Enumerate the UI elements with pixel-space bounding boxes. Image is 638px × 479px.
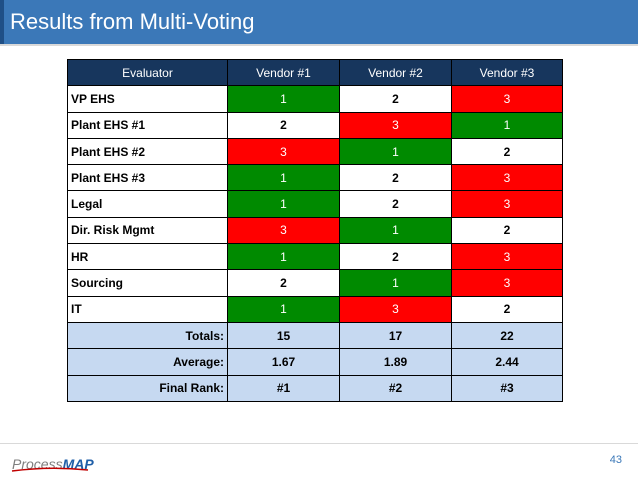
table-row: Plant EHS #1 2 3 1	[67, 111, 563, 139]
summary-vendor-2-cell: #2	[339, 374, 452, 402]
summary-label-cell: Average:	[67, 348, 228, 376]
vendor-2-score-cell: 3	[339, 111, 452, 139]
summary-vendor-2-cell: 17	[339, 321, 452, 350]
vendor-3-score-cell: 2	[451, 137, 563, 166]
evaluator-cell: VP EHS	[67, 85, 228, 113]
vendor-2-score-cell: 2	[339, 243, 452, 271]
vendor-2-score-cell: 1	[339, 269, 452, 297]
header-vendor-3: Vendor #3	[451, 58, 563, 87]
vendor-3-score-cell: 3	[451, 164, 563, 192]
summary-vendor-3-cell: #3	[451, 374, 563, 402]
vendor-2-score-cell: 1	[339, 137, 452, 166]
summary-vendor-3-cell: 22	[451, 321, 563, 350]
vendor-3-score-cell: 3	[451, 85, 563, 113]
evaluator-cell: HR	[67, 243, 228, 271]
table-row: Plant EHS #2 3 1 2	[67, 137, 563, 166]
header-vendor-1: Vendor #1	[227, 58, 340, 87]
summary-vendor-1-cell: #1	[227, 374, 340, 402]
table-row: Sourcing 2 1 3	[67, 269, 563, 297]
vendor-1-score-cell: 2	[227, 111, 340, 139]
title-bar: Results from Multi-Voting	[0, 0, 638, 44]
table-row: Dir. Risk Mgmt 3 1 2	[67, 216, 563, 245]
summary-vendor-2-cell: 1.89	[339, 348, 452, 376]
summary-label-cell: Final Rank:	[67, 374, 228, 402]
header-vendor-2: Vendor #2	[339, 58, 452, 87]
summary-row: Average: 1.67 1.89 2.44	[67, 348, 563, 376]
evaluator-cell: Plant EHS #3	[67, 164, 228, 192]
table-row: Legal 1 2 3	[67, 190, 563, 218]
logo-swoosh-icon	[11, 467, 89, 472]
vendor-1-score-cell: 1	[227, 295, 340, 323]
results-table: Evaluator Vendor #1 Vendor #2 Vendor #3 …	[67, 58, 563, 402]
table-row: HR 1 2 3	[67, 243, 563, 271]
page-number: 43	[609, 454, 622, 466]
slide-title: Results from Multi-Voting	[10, 9, 255, 34]
vendor-2-score-cell: 2	[339, 85, 452, 113]
summary-label-cell: Totals:	[67, 321, 228, 350]
vendor-2-score-cell: 2	[339, 190, 452, 218]
title-divider	[0, 44, 638, 46]
summary-row: Final Rank: #1 #2 #3	[67, 374, 563, 402]
vendor-1-score-cell: 1	[227, 85, 340, 113]
vendor-3-score-cell: 3	[451, 243, 563, 271]
summary-vendor-3-cell: 2.44	[451, 348, 563, 376]
vendor-1-score-cell: 1	[227, 243, 340, 271]
vendor-1-score-cell: 3	[227, 137, 340, 166]
table-body: VP EHS 1 2 3 Plant EHS #1 2 3 1 Plant EHS #2 3 1 2 P…	[67, 85, 563, 402]
evaluator-cell: IT	[67, 295, 228, 323]
vendor-1-score-cell: 1	[227, 190, 340, 218]
vendor-2-score-cell: 3	[339, 295, 452, 323]
table-row: Plant EHS #3 1 2 3	[67, 164, 563, 192]
vendor-1-score-cell: 3	[227, 216, 340, 245]
summary-row: Totals: 15 17 22	[67, 321, 563, 350]
header-evaluator: Evaluator	[67, 58, 228, 87]
evaluator-cell: Plant EHS #1	[67, 111, 228, 139]
evaluator-cell: Sourcing	[67, 269, 228, 297]
vendor-3-score-cell: 3	[451, 190, 563, 218]
table-row: IT 1 3 2	[67, 295, 563, 323]
processmap-logo: ProcessMAP	[11, 456, 94, 474]
table-row: VP EHS 1 2 3	[67, 85, 563, 113]
footer-divider	[0, 443, 638, 444]
vendor-2-score-cell: 2	[339, 164, 452, 192]
evaluator-cell: Dir. Risk Mgmt	[67, 216, 228, 245]
summary-vendor-1-cell: 15	[227, 321, 340, 350]
vendor-3-score-cell: 2	[451, 216, 563, 245]
vendor-3-score-cell: 2	[451, 295, 563, 323]
vendor-3-score-cell: 3	[451, 269, 563, 297]
evaluator-cell: Legal	[67, 190, 228, 218]
vendor-2-score-cell: 1	[339, 216, 452, 245]
title-accent	[0, 0, 4, 44]
vendor-1-score-cell: 2	[227, 269, 340, 297]
evaluator-cell: Plant EHS #2	[67, 137, 228, 166]
vendor-1-score-cell: 1	[227, 164, 340, 192]
vendor-3-score-cell: 1	[451, 111, 563, 139]
summary-vendor-1-cell: 1.67	[227, 348, 340, 376]
header-row: Evaluator Vendor #1 Vendor #2 Vendor #3	[67, 58, 563, 87]
